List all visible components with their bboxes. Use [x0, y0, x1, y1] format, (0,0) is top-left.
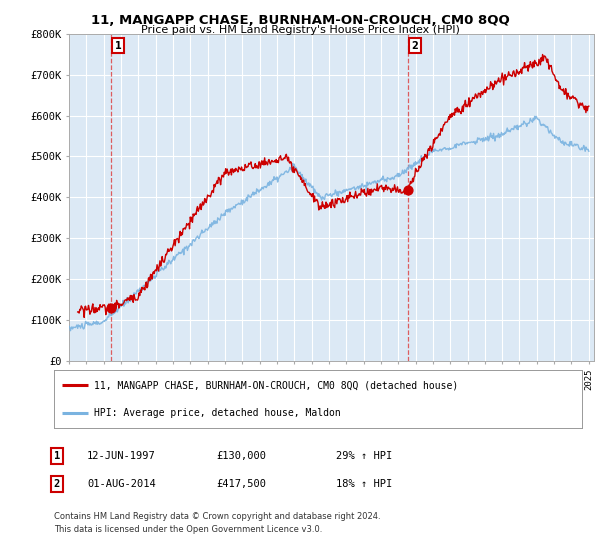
Text: Price paid vs. HM Land Registry's House Price Index (HPI): Price paid vs. HM Land Registry's House …	[140, 25, 460, 35]
Point	[403, 186, 413, 195]
Text: Contains HM Land Registry data © Crown copyright and database right 2024.: Contains HM Land Registry data © Crown c…	[54, 512, 380, 521]
Text: £130,000: £130,000	[216, 451, 266, 461]
Text: This data is licensed under the Open Government Licence v3.0.: This data is licensed under the Open Gov…	[54, 525, 322, 534]
Text: 18% ↑ HPI: 18% ↑ HPI	[336, 479, 392, 489]
Text: HPI: Average price, detached house, Maldon: HPI: Average price, detached house, Mald…	[94, 408, 340, 418]
Text: 11, MANGAPP CHASE, BURNHAM-ON-CROUCH, CM0 8QQ (detached house): 11, MANGAPP CHASE, BURNHAM-ON-CROUCH, CM…	[94, 380, 458, 390]
Text: 2: 2	[54, 479, 60, 489]
Text: 1: 1	[115, 41, 122, 51]
Text: £417,500: £417,500	[216, 479, 266, 489]
Text: 01-AUG-2014: 01-AUG-2014	[87, 479, 156, 489]
Text: 12-JUN-1997: 12-JUN-1997	[87, 451, 156, 461]
Text: 2: 2	[412, 41, 418, 51]
Text: 11, MANGAPP CHASE, BURNHAM-ON-CROUCH, CM0 8QQ: 11, MANGAPP CHASE, BURNHAM-ON-CROUCH, CM…	[91, 14, 509, 27]
Point	[107, 304, 116, 312]
Text: 29% ↑ HPI: 29% ↑ HPI	[336, 451, 392, 461]
Text: 1: 1	[54, 451, 60, 461]
